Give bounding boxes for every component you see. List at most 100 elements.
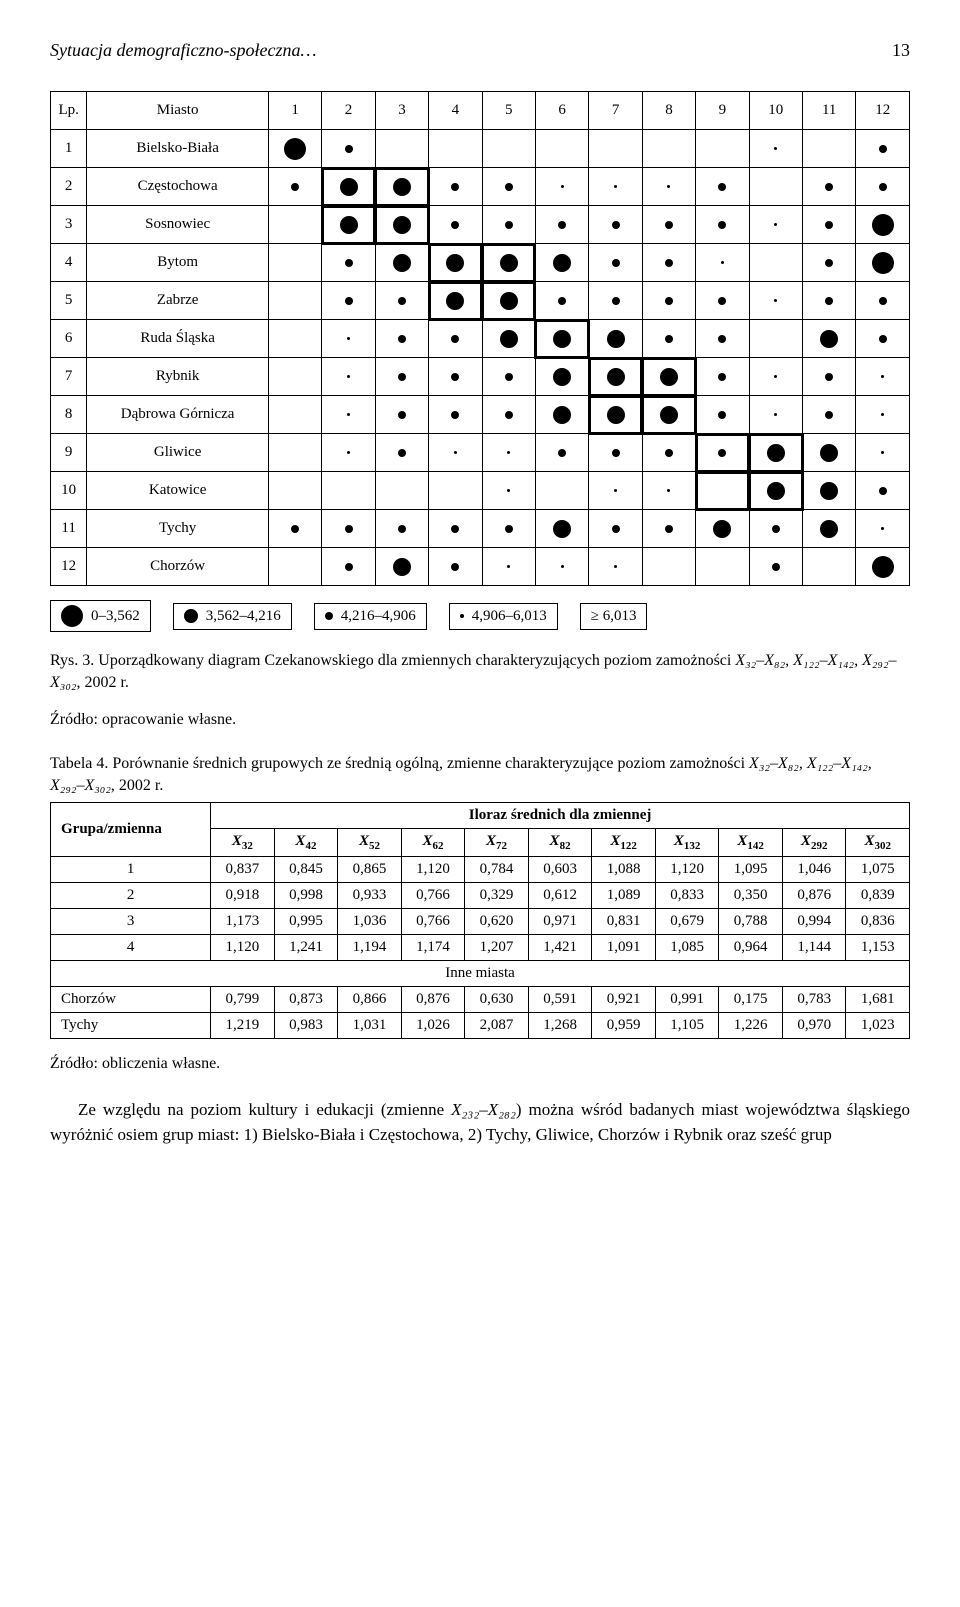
matrix-cell <box>696 396 749 434</box>
matrix-cell <box>322 282 375 320</box>
cmp-col-header: X72 <box>465 828 529 856</box>
matrix-cell <box>482 396 535 434</box>
legend-item: 3,562–4,216 <box>173 603 292 630</box>
cmp-cell: 0,591 <box>528 986 592 1012</box>
dot-icon <box>505 525 513 533</box>
matrix-cell <box>375 244 428 282</box>
dot-icon <box>879 297 887 305</box>
matrix-col-header: 6 <box>535 92 588 130</box>
dot-icon <box>881 413 884 416</box>
dot-icon <box>398 411 406 419</box>
matrix-cell <box>535 510 588 548</box>
cmp-cell: 0,839 <box>846 882 910 908</box>
cmp-row-label: Chorzów <box>51 986 211 1012</box>
matrix-cell <box>322 396 375 434</box>
cmp-cell: 1,120 <box>655 856 719 882</box>
cmp-cell: 0,921 <box>592 986 656 1012</box>
dot-icon <box>345 145 353 153</box>
cmp-cell: 1,173 <box>211 908 275 934</box>
matrix-cell <box>856 206 910 244</box>
cmp-cell: 1,174 <box>401 934 465 960</box>
matrix-cell <box>429 358 482 396</box>
dot-icon <box>398 373 406 381</box>
matrix-cell <box>482 320 535 358</box>
matrix-cell <box>535 168 588 206</box>
dot-icon <box>774 413 777 416</box>
dot-icon <box>774 147 777 150</box>
matrix-col-header: 7 <box>589 92 642 130</box>
matrix-cell <box>322 320 375 358</box>
cmp-row: 20,9180,9980,9330,7660,3290,6121,0890,83… <box>51 882 910 908</box>
matrix-row: 4Bytom <box>51 244 910 282</box>
dot-icon <box>500 292 518 310</box>
dot-icon <box>393 216 411 234</box>
matrix-cell <box>268 472 321 510</box>
city-name: Katowice <box>87 472 269 510</box>
cmp-cell: 1,085 <box>655 934 719 960</box>
dot-icon <box>718 221 726 229</box>
dot-icon <box>398 335 406 343</box>
matrix-row: 6Ruda Śląska <box>51 320 910 358</box>
matrix-cell <box>429 320 482 358</box>
row-number: 4 <box>51 244 87 282</box>
matrix-cell <box>856 358 910 396</box>
cmp-col-header: X292 <box>782 828 846 856</box>
cmp-cell: 1,144 <box>782 934 846 960</box>
cmp-cell: 0,918 <box>211 882 275 908</box>
dot-icon <box>340 216 358 234</box>
matrix-cell <box>696 244 749 282</box>
cmp-cell: 0,766 <box>401 908 465 934</box>
matrix-cell <box>749 244 802 282</box>
row-number: 3 <box>51 206 87 244</box>
cmp-cell: 0,783 <box>782 986 846 1012</box>
matrix-row: 3Sosnowiec <box>51 206 910 244</box>
dot-icon <box>451 221 459 229</box>
dot-icon <box>500 254 518 272</box>
dot-icon <box>614 185 617 188</box>
matrix-cell <box>856 434 910 472</box>
dot-icon <box>507 451 510 454</box>
cmp-col-header: X62 <box>401 828 465 856</box>
dot-icon <box>665 335 673 343</box>
dot-icon <box>505 373 513 381</box>
dot-icon <box>718 449 726 457</box>
dot-icon <box>446 292 464 310</box>
dot-icon <box>718 297 726 305</box>
matrix-cell <box>535 434 588 472</box>
dot-icon <box>558 221 566 229</box>
matrix-col-header: 10 <box>749 92 802 130</box>
matrix-cell <box>268 358 321 396</box>
cmp-cell: 0,679 <box>655 908 719 934</box>
matrix-cell <box>749 168 802 206</box>
dot-icon <box>291 183 299 191</box>
matrix-row: 12Chorzów <box>51 548 910 586</box>
matrix-cell <box>268 320 321 358</box>
cmp-cell: 0,630 <box>465 986 529 1012</box>
cmp-col-header: X142 <box>719 828 783 856</box>
dot-icon <box>340 178 358 196</box>
legend-dot-icon <box>184 609 198 623</box>
matrix-cell <box>803 168 856 206</box>
dot-icon <box>667 489 670 492</box>
cmp-cell: 1,105 <box>655 1012 719 1038</box>
matrix-cell <box>268 282 321 320</box>
dot-icon <box>553 254 571 272</box>
dot-icon <box>772 525 780 533</box>
cmp-col-header: X302 <box>846 828 910 856</box>
dot-icon <box>872 214 894 236</box>
dot-icon <box>553 330 571 348</box>
cmp-cell: 2,087 <box>465 1012 529 1038</box>
dot-icon <box>393 178 411 196</box>
matrix-cell <box>375 320 428 358</box>
matrix-cell <box>642 282 695 320</box>
dot-icon <box>612 297 620 305</box>
matrix-cell <box>749 282 802 320</box>
matrix-cell <box>589 358 642 396</box>
dot-icon <box>345 259 353 267</box>
dot-icon <box>767 444 785 462</box>
cmp-col-header: X122 <box>592 828 656 856</box>
matrix-cell <box>429 168 482 206</box>
dot-icon <box>879 183 887 191</box>
dot-icon <box>767 482 785 500</box>
cmp-row-label: 3 <box>51 908 211 934</box>
